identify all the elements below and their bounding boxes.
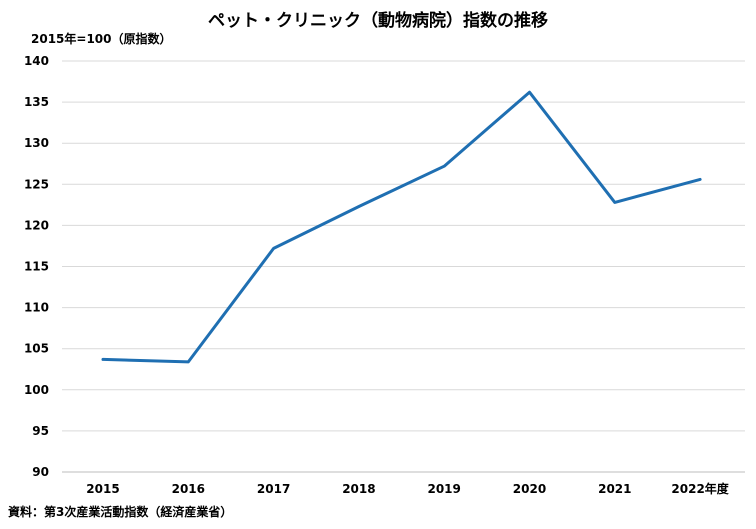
x-tick-label: 2015 <box>86 482 119 496</box>
x-tick-label: 2019 <box>427 482 460 496</box>
y-tick-labels: 90 95 100 105 110 115 120 125 130 135 140 <box>24 54 49 479</box>
series-line-0 <box>101 90 702 364</box>
x-tick-label: 2021 <box>598 482 631 496</box>
y-tick-label: 105 <box>24 342 49 356</box>
y-tick-label: 120 <box>24 218 49 232</box>
y-tick-label: 100 <box>24 383 49 397</box>
series-lines <box>101 90 702 364</box>
y-tick-label: 130 <box>24 136 49 150</box>
y-tick-label: 125 <box>24 177 49 191</box>
y-tick-label: 115 <box>24 260 49 274</box>
x-tick-label: 2018 <box>342 482 375 496</box>
x-tick-label: 2020 <box>513 482 546 496</box>
y-tick-label: 95 <box>32 424 49 438</box>
x-tick-label: 2022年度 <box>671 481 729 496</box>
x-tick-label: 2017 <box>257 482 290 496</box>
x-tick-labels: 2015 2016 2017 2018 2019 2020 2021 2022年度 <box>86 481 729 496</box>
y-axis-unit-label: 2015年=100（原指数） <box>31 32 172 46</box>
y-tick-label: 135 <box>24 95 49 109</box>
y-tick-label: 90 <box>32 465 49 479</box>
y-tick-label: 110 <box>24 301 49 315</box>
gridlines <box>62 60 745 473</box>
source-note: 資料：第3次産業活動指数（経済産業省） <box>8 505 233 519</box>
chart-title: ペット・クリニック（動物病院）指数の推移 <box>208 11 548 31</box>
x-tick-label: 2016 <box>172 482 205 496</box>
y-tick-label: 140 <box>24 54 49 68</box>
